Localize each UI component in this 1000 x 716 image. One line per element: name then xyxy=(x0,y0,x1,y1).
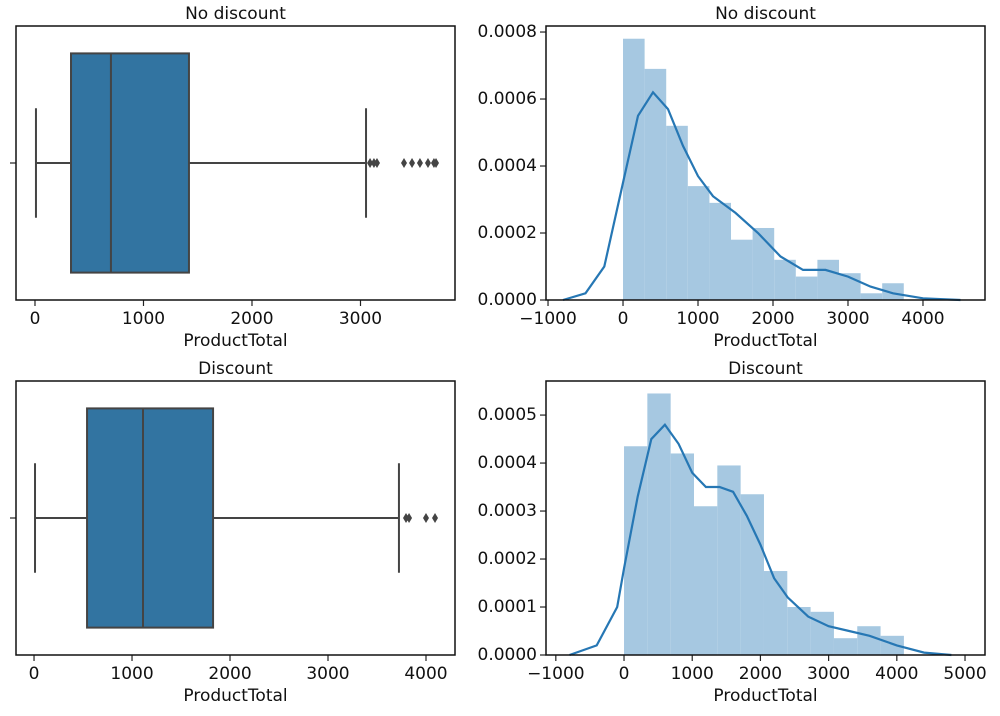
x-axis-label: ProductTotal xyxy=(713,331,817,351)
outlier xyxy=(370,158,377,168)
x-tick-label: 2000 xyxy=(739,664,782,684)
histogram-bar xyxy=(647,393,671,655)
histogram-bar xyxy=(693,506,718,655)
subplot: Discount ProductTotal 0 1000 2000 3000 4000 xyxy=(10,359,456,706)
x-tick-label: 2000 xyxy=(751,309,794,329)
axes-frame xyxy=(15,25,456,301)
outlier xyxy=(403,513,410,523)
x-tick-label: 4000 xyxy=(404,664,447,684)
kde-line xyxy=(562,90,961,302)
x-tick-label: 2000 xyxy=(208,664,251,684)
outlier xyxy=(433,158,440,168)
x-tick-label: 4000 xyxy=(901,309,944,329)
subplot: No discount ProductTotal 0 1000 2000 3000 xyxy=(10,4,456,351)
histogram-bar xyxy=(731,239,753,300)
axes-frame xyxy=(545,380,986,656)
x-tick-label: 3000 xyxy=(807,664,850,684)
y-tick-label: 0.0004 xyxy=(478,156,537,176)
x-axis-label: ProductTotal xyxy=(713,686,817,706)
x-tick-label: 1000 xyxy=(676,309,719,329)
subplot-title: Discount xyxy=(198,359,273,379)
histogram-bar xyxy=(687,186,710,300)
y-tick-label: 0.0000 xyxy=(478,290,537,310)
y-tick-label: 0.0004 xyxy=(478,453,537,473)
y-tick-label: 0.0003 xyxy=(478,501,537,521)
outlier xyxy=(432,513,439,523)
x-tick-label: 5000 xyxy=(943,664,986,684)
outlier xyxy=(416,158,423,168)
box xyxy=(70,52,190,274)
histogram-bar xyxy=(740,494,764,655)
x-tick-label: 1000 xyxy=(671,664,714,684)
subplot-title: No discount xyxy=(185,4,286,24)
outlier xyxy=(422,513,429,523)
outlier xyxy=(373,158,380,168)
y-tick-label: 0.0002 xyxy=(478,549,537,569)
outlier xyxy=(409,158,416,168)
y-tick-label: 0.0002 xyxy=(478,223,537,243)
histogram-bar xyxy=(774,259,796,300)
outlier xyxy=(401,158,408,168)
y-tick-label: 0.0006 xyxy=(478,89,537,109)
x-axis-label: ProductTotal xyxy=(183,686,287,706)
histogram-bar xyxy=(860,293,883,300)
histogram-bar xyxy=(882,283,904,300)
histogram-bar xyxy=(752,227,775,300)
histogram-bar xyxy=(666,125,688,301)
x-tick-label: −1000 xyxy=(519,309,577,329)
x-tick-label: 0 xyxy=(30,309,41,329)
subplot-title: No discount xyxy=(715,4,816,24)
histogram-bar xyxy=(833,638,858,655)
x-tick-label: 0 xyxy=(618,309,629,329)
histogram-bar xyxy=(817,259,839,300)
histogram-bar xyxy=(644,68,667,300)
histogram-bar xyxy=(623,38,645,300)
subplot-title: Discount xyxy=(728,359,803,379)
histogram-bar xyxy=(763,571,788,655)
outlier xyxy=(406,513,413,523)
x-tick-label: 4000 xyxy=(875,664,918,684)
x-tick-label: −1000 xyxy=(527,664,585,684)
x-tick-label: 0 xyxy=(619,664,630,684)
y-tick-label: 0.0008 xyxy=(478,22,537,42)
x-tick-label: 3000 xyxy=(306,664,349,684)
histogram-bar xyxy=(624,446,648,655)
histogram-bar xyxy=(857,626,881,655)
histogram-bar xyxy=(810,611,834,655)
x-tick-label: 1000 xyxy=(110,664,153,684)
histogram-bar xyxy=(795,276,818,300)
x-axis-label: ProductTotal xyxy=(183,331,287,351)
axes-frame xyxy=(545,25,986,301)
histogram-bar xyxy=(717,465,741,655)
outlier xyxy=(367,158,374,168)
y-tick-label: 0.0000 xyxy=(478,645,537,665)
x-tick-label: 0 xyxy=(29,664,40,684)
x-tick-label: 2000 xyxy=(230,309,273,329)
histogram-bar xyxy=(670,453,694,655)
x-tick-label: 1000 xyxy=(122,309,165,329)
outlier xyxy=(424,158,431,168)
y-tick-label: 0.0005 xyxy=(478,405,537,425)
histogram-bar xyxy=(709,202,732,300)
subplot: No discount ProductTotal −1000 0 1000 2000 300… xyxy=(478,4,986,351)
histogram-bar xyxy=(787,607,811,655)
subplot: Discount ProductTotal −1000 0 1000 2000 3000 40… xyxy=(478,359,987,706)
x-tick-label: 3000 xyxy=(339,309,382,329)
x-tick-label: 3000 xyxy=(826,309,869,329)
axes-frame xyxy=(15,380,456,656)
kde-line xyxy=(569,422,952,657)
y-tick-label: 0.0001 xyxy=(478,597,537,617)
box xyxy=(86,407,215,629)
